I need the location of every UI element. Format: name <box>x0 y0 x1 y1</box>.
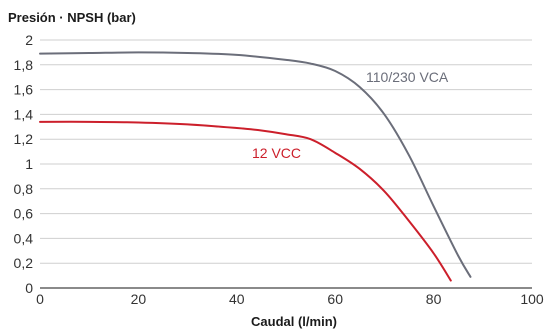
chart-title: Presión · NPSH (bar) <box>8 10 136 25</box>
grid-lines <box>40 39 532 264</box>
series-line-1 <box>39 120 452 282</box>
x-tick-label: 0 <box>36 291 44 307</box>
series-lines <box>39 51 472 282</box>
x-tick-label: 100 <box>520 291 544 307</box>
x-axis-ticks: 0 20 40 60 80 100 <box>36 291 544 307</box>
x-tick-label: 80 <box>426 291 442 307</box>
series-label-1: 12 VCC <box>252 145 301 161</box>
y-tick-label: 1 <box>25 156 33 172</box>
y-tick-label: 0 <box>25 280 33 296</box>
y-tick-label: 1,4 <box>14 106 34 122</box>
y-tick-label: 1,6 <box>14 82 34 98</box>
y-axis-ticks: 0 0,2 0,4 0,6 0,8 1 1,2 1,4 1,6 1,8 2 <box>14 32 34 296</box>
y-tick-label: 1,2 <box>14 131 34 147</box>
x-tick-label: 20 <box>131 291 147 307</box>
y-tick-label: 1,8 <box>14 57 34 73</box>
y-tick-label: 2 <box>25 32 33 48</box>
y-tick-label: 0,2 <box>14 255 34 271</box>
x-tick-label: 40 <box>229 291 245 307</box>
series-labels: 110/230 VCA 12 VCC <box>252 69 449 161</box>
x-tick-label: 60 <box>327 291 343 307</box>
x-axis-title: Caudal (l/min) <box>251 314 337 329</box>
y-tick-label: 0,6 <box>14 206 34 222</box>
y-tick-label: 0,4 <box>14 230 34 246</box>
series-line-0 <box>39 51 472 278</box>
y-tick-label: 0,8 <box>14 181 34 197</box>
series-label-0: 110/230 VCA <box>366 69 449 85</box>
